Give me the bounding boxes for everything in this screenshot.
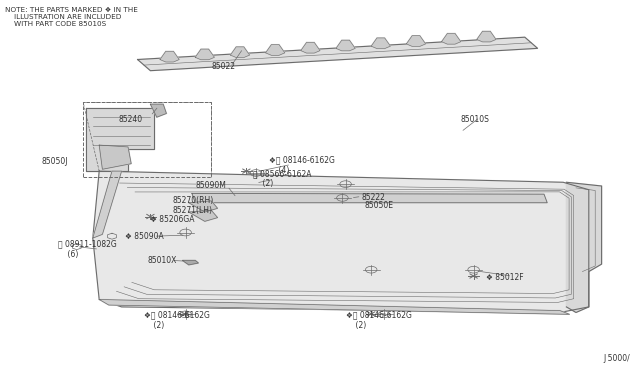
Polygon shape: [195, 49, 214, 60]
Polygon shape: [477, 31, 496, 42]
Text: ❖Ⓑ 08146-6162G
    (2): ❖Ⓑ 08146-6162G (2): [346, 310, 412, 330]
Text: ❖Ⓑ 08146-6162G
    (4): ❖Ⓑ 08146-6162G (4): [269, 156, 335, 175]
Polygon shape: [93, 171, 589, 312]
Text: NOTE: THE PARTS MARKED ❖ IN THE
    ILLUSTRATION ARE INCLUDED
    WITH PART CODE: NOTE: THE PARTS MARKED ❖ IN THE ILLUSTRA…: [5, 7, 138, 28]
Text: 85050E: 85050E: [365, 201, 394, 210]
Polygon shape: [160, 51, 179, 62]
Polygon shape: [138, 37, 538, 71]
Polygon shape: [406, 36, 426, 46]
Polygon shape: [99, 299, 570, 314]
Text: 85050J: 85050J: [42, 157, 68, 166]
Text: ❖Ⓑ 08146-6162G
    (2): ❖Ⓑ 08146-6162G (2): [144, 310, 210, 330]
Bar: [83, 102, 211, 177]
Polygon shape: [301, 42, 320, 53]
Text: J 5000/: J 5000/: [604, 354, 630, 363]
Text: 85271(LH): 85271(LH): [173, 206, 212, 215]
Polygon shape: [150, 104, 166, 117]
Polygon shape: [189, 201, 218, 212]
Polygon shape: [189, 210, 218, 221]
Polygon shape: [442, 33, 461, 44]
Text: 85240: 85240: [118, 115, 143, 124]
Text: Ⓝ 08911-1082G
    (6): Ⓝ 08911-1082G (6): [58, 240, 116, 259]
Text: 85222: 85222: [362, 193, 385, 202]
Text: ❖ 85090A: ❖ 85090A: [125, 232, 164, 241]
Polygon shape: [86, 108, 154, 171]
Text: 85010X: 85010X: [147, 256, 177, 265]
Polygon shape: [230, 47, 250, 58]
Text: ❖ 85206GA: ❖ 85206GA: [150, 215, 195, 224]
Polygon shape: [566, 182, 602, 312]
Text: 85010S: 85010S: [461, 115, 490, 124]
Text: 85270(RH): 85270(RH): [173, 196, 214, 205]
Polygon shape: [371, 38, 390, 49]
Text: ❖ 85012F: ❖ 85012F: [486, 273, 524, 282]
Polygon shape: [336, 40, 355, 51]
Polygon shape: [182, 260, 198, 265]
Polygon shape: [192, 193, 547, 203]
Text: 85090M: 85090M: [195, 182, 226, 190]
Polygon shape: [266, 45, 285, 55]
Polygon shape: [99, 145, 131, 169]
Polygon shape: [93, 171, 122, 238]
Text: Ⓢ 08566-6162A
    (2): Ⓢ 08566-6162A (2): [253, 169, 311, 188]
Text: 85022: 85022: [211, 62, 236, 71]
